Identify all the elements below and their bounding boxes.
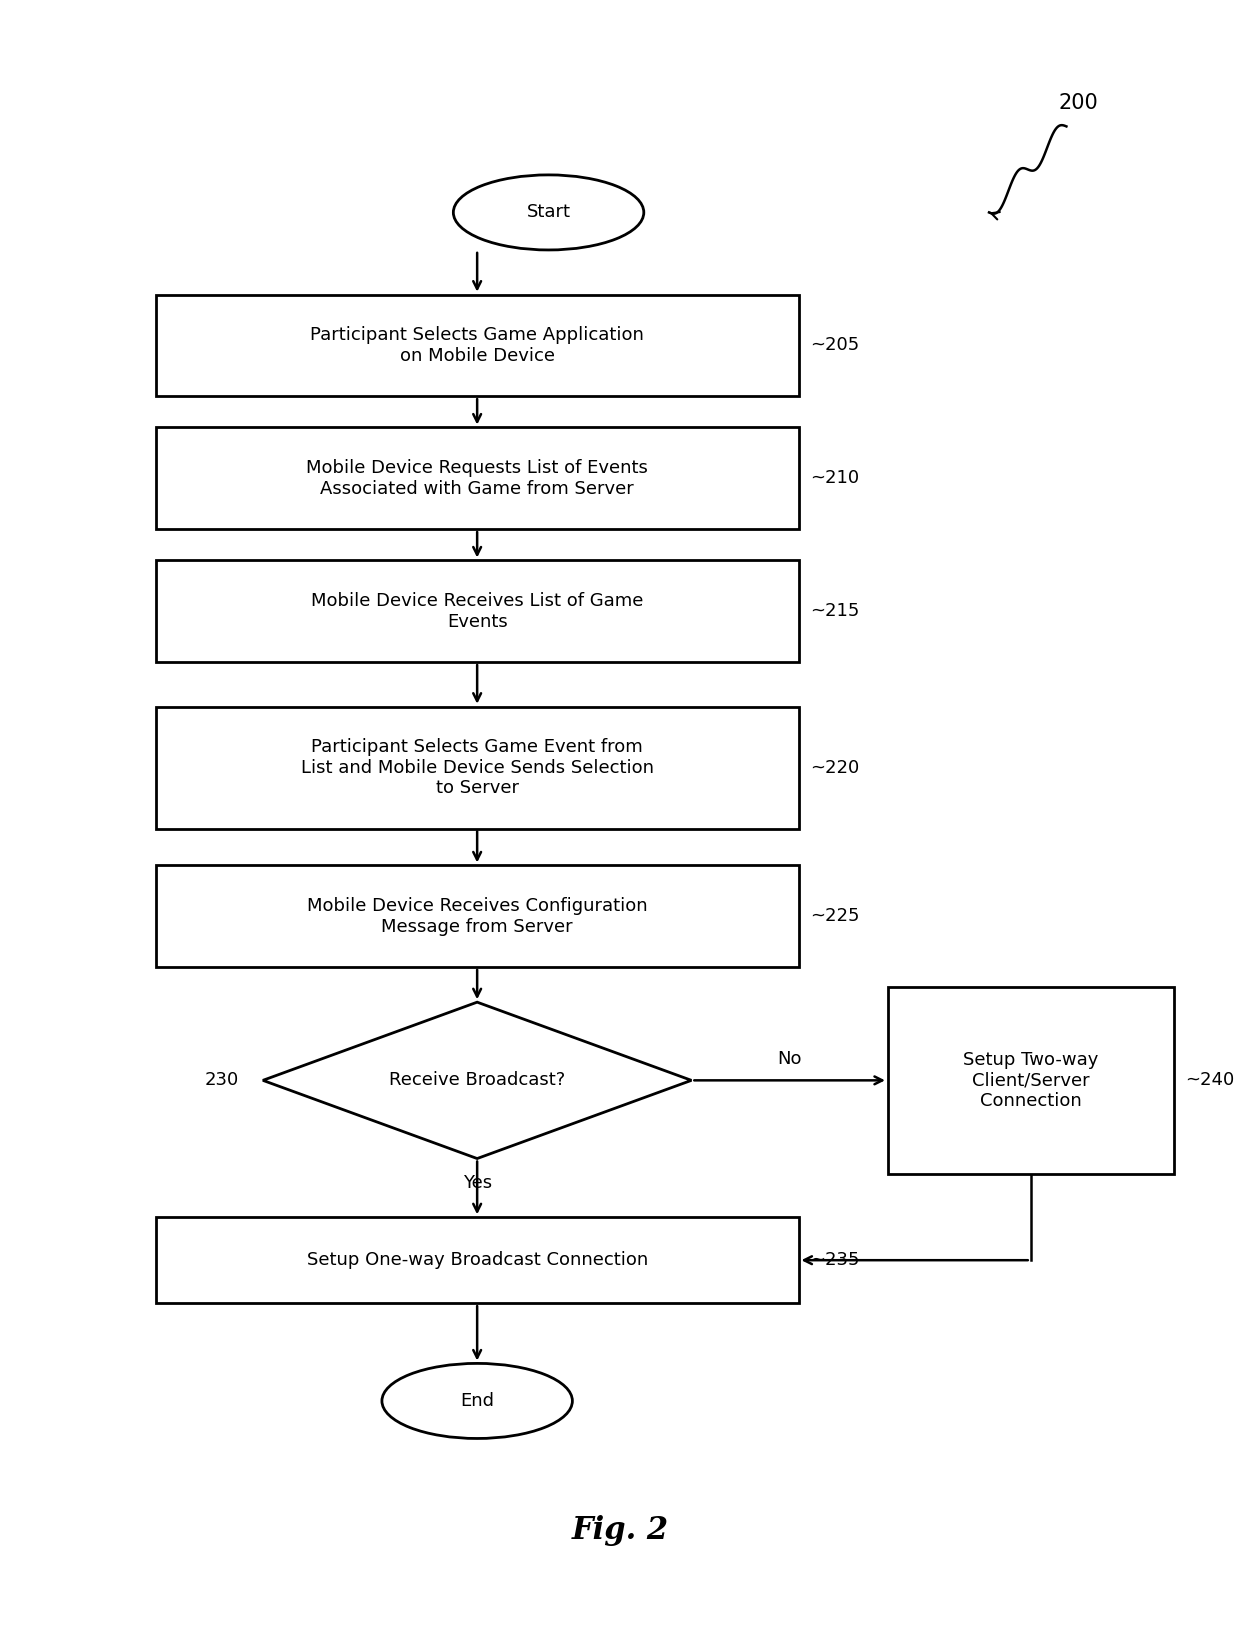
FancyBboxPatch shape [156,707,799,829]
Text: Setup One-way Broadcast Connection: Setup One-way Broadcast Connection [306,1251,647,1269]
FancyBboxPatch shape [888,987,1173,1175]
Text: ~240: ~240 [1185,1072,1235,1090]
FancyBboxPatch shape [156,560,799,661]
Text: Start: Start [527,204,570,222]
Text: 230: 230 [205,1072,239,1090]
Text: End: End [460,1391,495,1411]
FancyBboxPatch shape [156,295,799,396]
Text: Mobile Device Receives Configuration
Message from Server: Mobile Device Receives Configuration Mes… [306,896,647,935]
Text: ~235: ~235 [811,1251,861,1269]
Text: Yes: Yes [463,1175,492,1192]
Text: Mobile Device Requests List of Events
Associated with Game from Server: Mobile Device Requests List of Events As… [306,459,649,498]
Text: Participant Selects Game Application
on Mobile Device: Participant Selects Game Application on … [310,326,644,365]
Text: ~220: ~220 [811,759,859,777]
Text: Mobile Device Receives List of Game
Events: Mobile Device Receives List of Game Even… [311,591,644,630]
Text: Setup Two-way
Client/Server
Connection: Setup Two-way Client/Server Connection [963,1051,1099,1109]
Text: ~215: ~215 [811,603,859,621]
Ellipse shape [454,174,644,249]
Text: ~205: ~205 [811,336,859,355]
Polygon shape [263,1002,692,1158]
Text: Receive Broadcast?: Receive Broadcast? [389,1072,565,1090]
Text: ~210: ~210 [811,469,859,487]
Text: No: No [777,1049,802,1069]
Text: ~225: ~225 [811,907,861,925]
Text: Participant Selects Game Event from
List and Mobile Device Sends Selection
to Se: Participant Selects Game Event from List… [300,738,653,797]
Text: 200: 200 [1059,93,1099,112]
FancyBboxPatch shape [156,865,799,968]
FancyBboxPatch shape [156,427,799,529]
Text: Fig. 2: Fig. 2 [572,1515,668,1546]
FancyBboxPatch shape [156,1217,799,1303]
Ellipse shape [382,1363,573,1438]
